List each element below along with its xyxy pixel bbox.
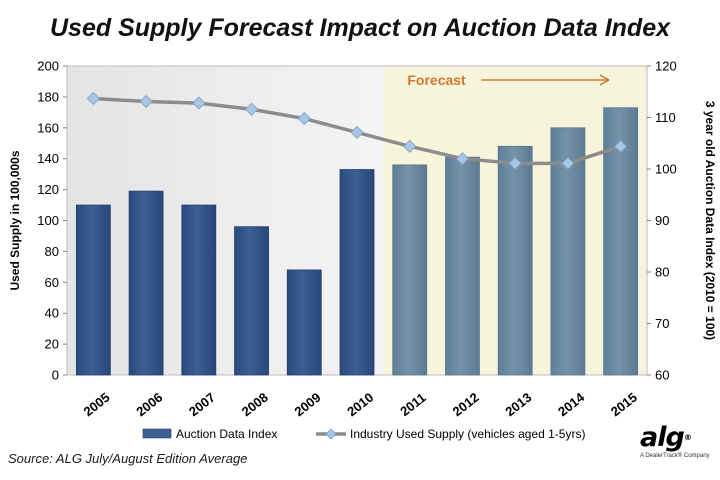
legend-bar-swatch — [142, 428, 172, 439]
left-tick-100: 100 — [37, 213, 59, 228]
supply-point-2010 — [350, 125, 364, 140]
left-tick-200: 200 — [37, 59, 59, 74]
bar-2011 — [392, 164, 428, 376]
bar-2008 — [234, 226, 269, 376]
x-tick-2013: 2013 — [502, 390, 534, 420]
left-tick-180: 180 — [37, 89, 59, 104]
supply-point-2008 — [244, 102, 259, 116]
chart-title: Used Supply Forecast Impact on Auction D… — [49, 14, 671, 42]
left-tick-20: 20 — [45, 337, 59, 352]
left-tick-40: 40 — [45, 306, 59, 321]
left-tick-80: 80 — [45, 244, 59, 259]
left-tick-60: 60 — [45, 275, 59, 290]
right-tick-60: 60 — [655, 368, 669, 383]
x-tick-2005: 2005 — [81, 390, 113, 420]
supply-point-2012 — [455, 152, 470, 166]
alg-logo: alg® A DealerTrack® Company — [640, 422, 716, 460]
bar-2007 — [181, 204, 217, 376]
x-tick-2011: 2011 — [397, 390, 428, 419]
forecast-arrow-head — [599, 74, 610, 86]
x-tick-2006: 2006 — [133, 390, 165, 420]
supply-point-2013 — [508, 156, 522, 170]
right-tick-120: 120 — [655, 59, 677, 74]
right-tick-90: 90 — [655, 213, 669, 228]
x-tick-2014: 2014 — [555, 389, 588, 419]
left-axis-title: Used Supply in 100,000s — [8, 150, 22, 290]
plot-background — [67, 66, 384, 375]
x-tick-2012: 2012 — [450, 390, 482, 420]
x-tick-2010: 2010 — [344, 390, 376, 420]
supply-point-2005 — [86, 91, 100, 106]
bar-2009 — [286, 269, 322, 376]
left-tick-120: 120 — [37, 182, 59, 197]
legend-bar-label: Auction Data Index — [176, 427, 277, 441]
bar-2013 — [497, 145, 533, 376]
right-tick-110: 110 — [655, 110, 676, 125]
supply-point-2014 — [561, 156, 575, 170]
bar-2005 — [75, 204, 111, 376]
left-tick-140: 140 — [37, 151, 59, 166]
legend-line-marker — [325, 428, 337, 440]
logo-word: alg — [640, 422, 685, 453]
supply-point-2011 — [403, 139, 417, 153]
right-axis-title: 3 year old Auction Data Index (2010 = 10… — [703, 101, 717, 340]
bar-2012 — [445, 156, 480, 376]
x-tick-2015: 2015 — [608, 390, 640, 420]
logo-tagline: A DealerTrack® Company — [640, 453, 710, 459]
supply-point-2015 — [614, 139, 628, 153]
x-tick-2008: 2008 — [239, 390, 271, 420]
bar-2010 — [339, 169, 375, 376]
left-tick-0: 0 — [52, 368, 59, 383]
right-tick-70: 70 — [655, 316, 669, 331]
source-note: Source: ALG July/August Edition Average — [8, 451, 248, 466]
right-tick-80: 80 — [655, 265, 669, 280]
supply-point-2006 — [139, 94, 153, 109]
x-tick-2007: 2007 — [186, 390, 218, 420]
bar-2006 — [128, 190, 164, 376]
right-tick-100: 100 — [655, 162, 677, 177]
supply-point-2009 — [297, 111, 311, 126]
left-tick-160: 160 — [37, 120, 59, 135]
x-tick-2009: 2009 — [291, 390, 323, 420]
supply-point-2007 — [192, 96, 206, 110]
legend-line-label: Industry Used Supply (vehicles aged 1-5y… — [350, 427, 585, 441]
forecast-label: Forecast — [407, 72, 466, 88]
